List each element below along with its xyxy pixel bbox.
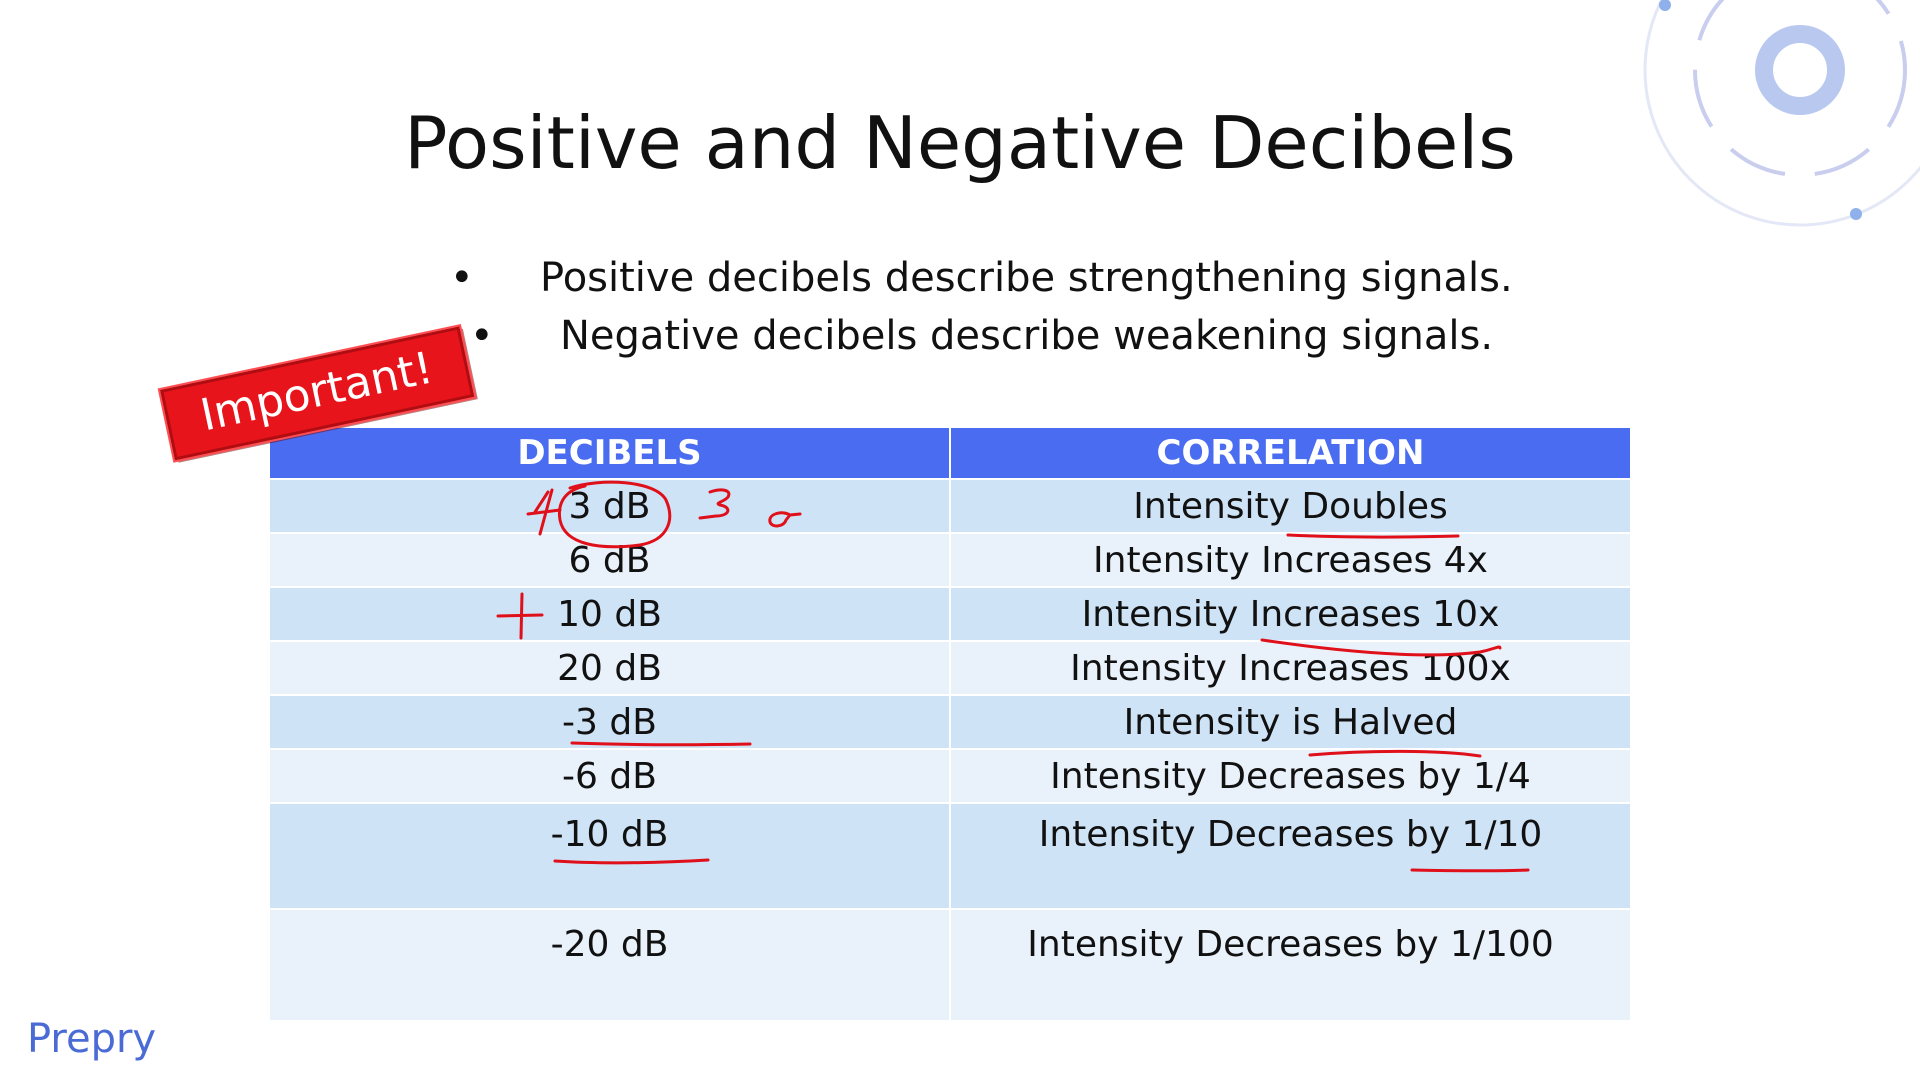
bullet-item: • Positive decibels describe strengtheni…: [450, 252, 1513, 304]
correlation-cell: Intensity Increases 10x: [950, 586, 1630, 641]
decibel-cell: -20 dB: [270, 908, 951, 1020]
table-row: -20 dB Intensity Decreases by 1/100: [270, 908, 1630, 1020]
correlation-cell: Intensity Increases 100x: [950, 640, 1630, 695]
table-header-row: DECIBELS CORRELATION: [270, 428, 1630, 479]
decibel-table: DECIBELS CORRELATION 3 dB Intensity Doub…: [270, 428, 1630, 1020]
bullet-item: • Negative decibels describe weakening s…: [470, 310, 1494, 362]
column-header-correlation: CORRELATION: [950, 428, 1630, 479]
column-header-decibels: DECIBELS: [270, 428, 951, 479]
table-row: -3 dB Intensity is Halved: [270, 694, 1630, 749]
table-row: 20 dB Intensity Increases 100x: [270, 640, 1630, 695]
decibel-cell: -6 dB: [270, 748, 951, 803]
bullet-text: Positive decibels describe strengthening…: [540, 255, 1513, 301]
table-row: 3 dB Intensity Doubles: [270, 478, 1630, 533]
bullet-text: Negative decibels describe weakening sig…: [560, 313, 1494, 359]
decibel-cell: 20 dB: [270, 640, 951, 695]
decibel-cell: 3 dB: [270, 478, 951, 533]
table-row: 6 dB Intensity Increases 4x: [270, 532, 1630, 587]
decibel-cell: 10 dB: [270, 586, 951, 641]
table-row: 10 dB Intensity Increases 10x: [270, 586, 1630, 641]
correlation-cell: Intensity Decreases by 1/4: [950, 748, 1630, 803]
slide-title: Positive and Negative Decibels: [404, 101, 1516, 185]
decibel-cell: -10 dB: [270, 802, 951, 909]
table-row: -10 dB Intensity Decreases by 1/10: [270, 802, 1630, 909]
correlation-cell: Intensity Decreases by 1/10: [950, 802, 1630, 909]
correlation-cell: Intensity Doubles: [950, 478, 1630, 533]
decibel-cell: -3 dB: [270, 694, 951, 749]
bullet-dot-icon: •: [450, 255, 474, 301]
correlation-cell: Intensity Increases 4x: [950, 532, 1630, 587]
decibel-cell: 6 dB: [270, 532, 951, 587]
table-row: -6 dB Intensity Decreases by 1/4: [270, 748, 1630, 803]
brand-logo: Prepry: [27, 1016, 157, 1062]
correlation-cell: Intensity is Halved: [950, 694, 1630, 749]
bullet-dot-icon: •: [470, 313, 494, 359]
correlation-cell: Intensity Decreases by 1/100: [950, 908, 1630, 1020]
